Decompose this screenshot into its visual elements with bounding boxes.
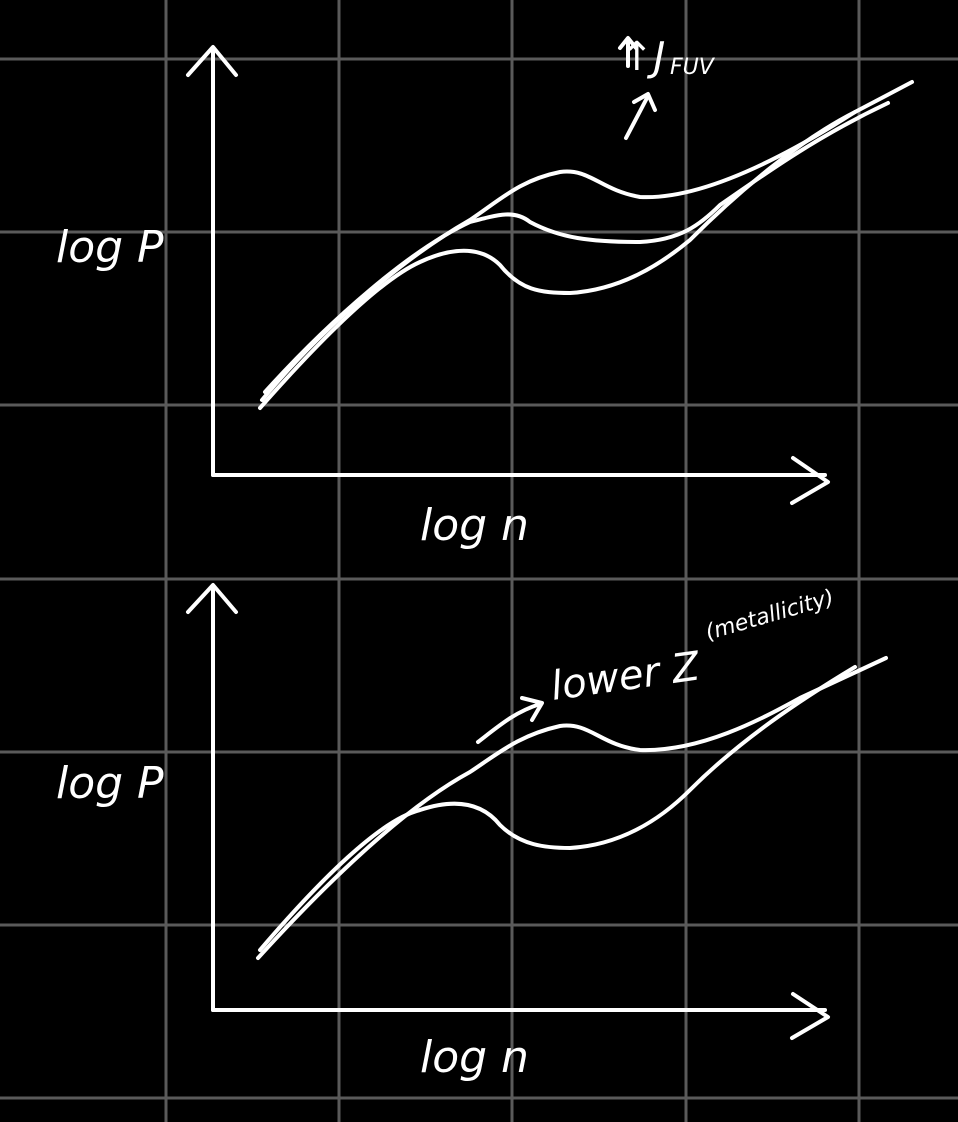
bottom-panel	[186, 583, 888, 1040]
bottom-x-axis-arrowhead	[790, 992, 830, 1040]
top-y-axis-arrowhead	[186, 45, 238, 77]
bottom-y-axis-label: log P	[56, 758, 164, 809]
top-x-axis-label: log n	[420, 500, 529, 551]
top-panel	[186, 36, 914, 505]
top-x-axis-arrowhead	[790, 456, 830, 505]
bottom-annotation-arrow-head	[520, 696, 544, 722]
top-y-axis-label: log P	[56, 222, 164, 273]
top-annotation-arrow-head	[632, 92, 657, 112]
bottom-curve-upper	[256, 656, 888, 960]
top-annotation-small-arrow-head	[618, 36, 638, 50]
bottom-annotation-arrow	[476, 702, 542, 744]
bottom-x-axis-label: log n	[420, 1032, 529, 1083]
top-annotation-label: ↑J	[620, 34, 665, 80]
top-annotation-subscript: FUV	[670, 55, 716, 80]
bottom-y-axis-arrowhead	[186, 583, 238, 614]
bottom-curve-lower	[258, 665, 857, 952]
top-curve-lower	[258, 110, 857, 410]
top-annotation-arrow	[624, 94, 650, 140]
